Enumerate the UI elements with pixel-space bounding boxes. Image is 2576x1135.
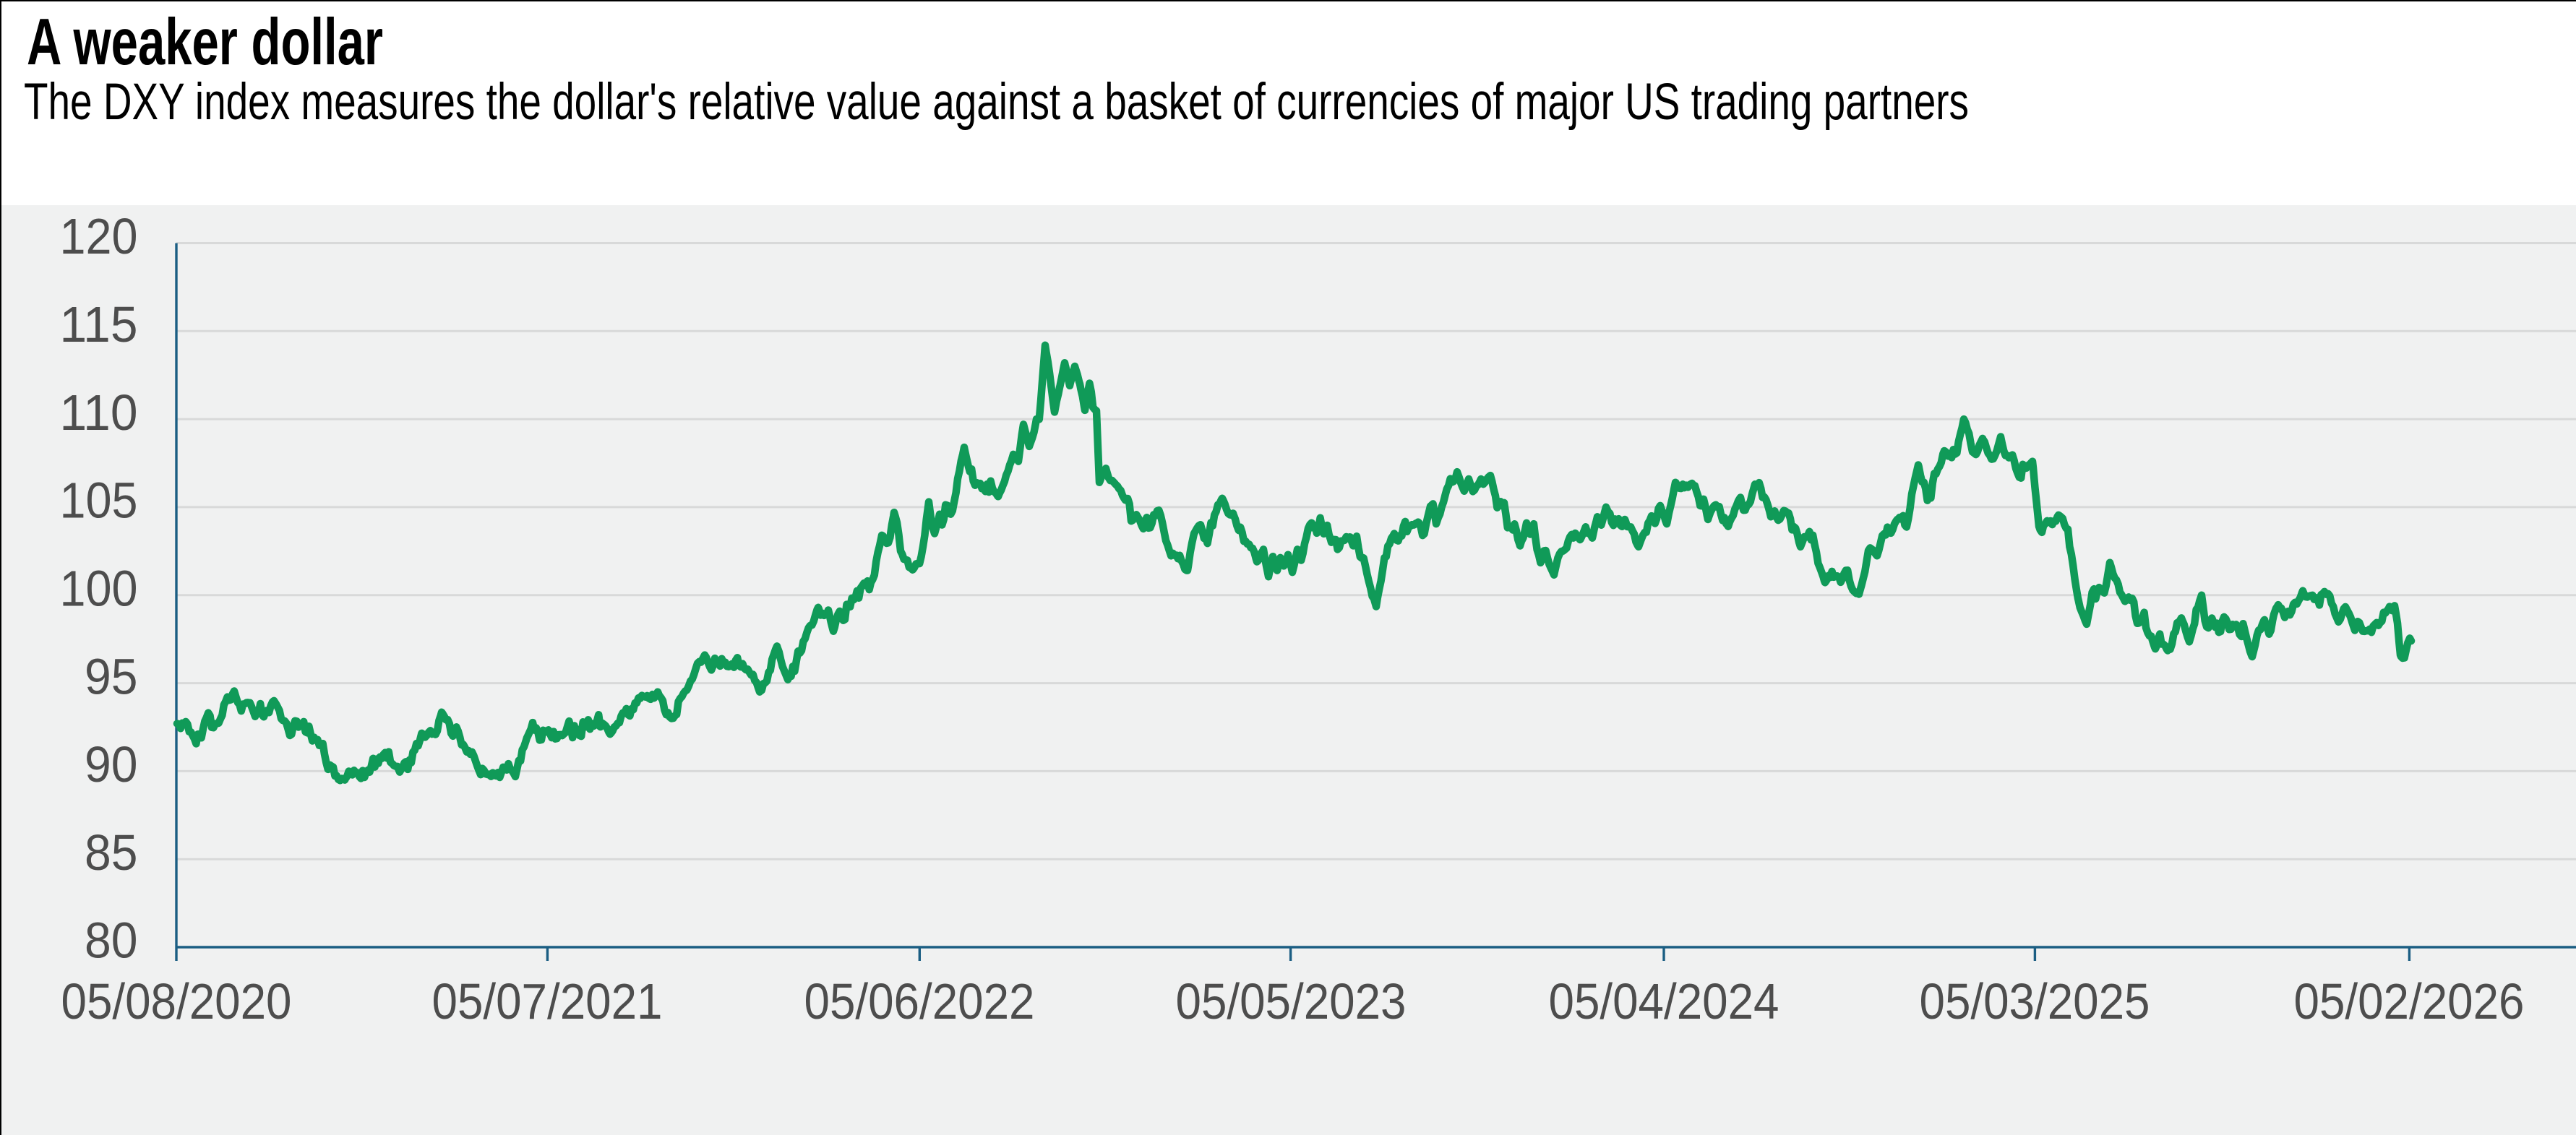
svg-text:100: 100: [60, 561, 138, 617]
svg-text:05/08/2020: 05/08/2020: [61, 973, 292, 1030]
svg-text:85: 85: [85, 824, 138, 881]
svg-text:05/05/2023: 05/05/2023: [1176, 973, 1407, 1030]
svg-text:95: 95: [85, 648, 138, 704]
svg-text:115: 115: [60, 296, 138, 353]
svg-text:110: 110: [60, 384, 138, 441]
svg-text:90: 90: [85, 736, 138, 793]
svg-text:05/07/2021: 05/07/2021: [432, 973, 663, 1030]
svg-text:05/04/2024: 05/04/2024: [1549, 973, 1779, 1030]
svg-text:80: 80: [85, 912, 138, 969]
svg-text:05/06/2022: 05/06/2022: [804, 973, 1035, 1030]
svg-text:The DXY index measures the dol: The DXY index measures the dollar's rela…: [24, 74, 1969, 131]
svg-text:05/03/2025: 05/03/2025: [1920, 973, 2150, 1030]
svg-text:05/02/2026: 05/02/2026: [2294, 973, 2525, 1030]
svg-text:A weaker dollar: A weaker dollar: [27, 6, 383, 79]
svg-text:120: 120: [60, 208, 138, 264]
svg-text:105: 105: [60, 472, 138, 529]
